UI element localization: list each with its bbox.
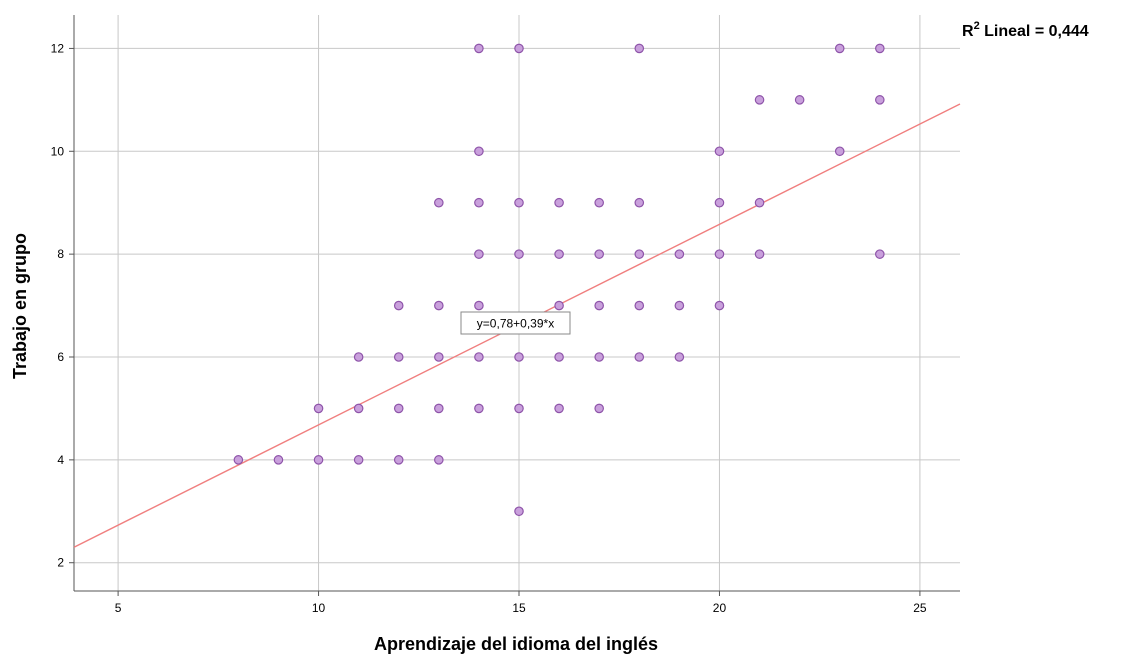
y-axis-title: Trabajo en grupo [10, 233, 30, 379]
data-point [714, 249, 725, 259]
data-point [594, 403, 604, 414]
data-point [594, 197, 604, 208]
data-point [514, 249, 524, 259]
data-point [353, 455, 364, 465]
data-point [474, 146, 484, 157]
data-point [393, 300, 404, 311]
data-point [875, 95, 885, 105]
data-point [714, 197, 725, 208]
data-point [754, 249, 765, 259]
data-point [834, 43, 845, 54]
data-point [514, 352, 524, 362]
data-point [634, 197, 645, 208]
data-point [474, 249, 484, 259]
y-tick-label: 2 [57, 556, 64, 570]
data-point [514, 506, 524, 517]
y-tick-label: 6 [57, 350, 64, 364]
data-point [875, 249, 885, 259]
data-point [434, 197, 444, 208]
data-point [434, 403, 444, 414]
tick-labels: 5 10 15 20 25 2 4 6 8 10 12 [51, 41, 927, 615]
data-point [875, 43, 885, 54]
data-point [714, 300, 725, 311]
data-point [514, 403, 524, 414]
data-point [634, 43, 645, 54]
equation-label-box: y=0,78+0,39*x [460, 311, 571, 335]
x-axis-title: Aprendizaje del idioma del inglés [374, 634, 658, 654]
data-point [434, 455, 444, 465]
data-point [554, 352, 564, 362]
data-point [554, 249, 564, 259]
data-point [674, 300, 685, 311]
data-point [634, 249, 645, 259]
data-point [233, 455, 244, 465]
y-tick-label: 12 [51, 41, 65, 55]
data-point [594, 249, 604, 259]
data-point [273, 455, 284, 465]
data-point [634, 352, 645, 362]
data-point [434, 300, 444, 311]
data-point [794, 95, 805, 105]
data-point [474, 43, 484, 54]
data-point [353, 403, 364, 414]
data-point [594, 300, 604, 311]
data-point [393, 403, 404, 414]
data-point [674, 352, 685, 362]
data-point [554, 403, 564, 414]
data-point [634, 300, 645, 311]
equation-label: y=0,78+0,39*x [477, 317, 554, 331]
data-point [554, 197, 564, 208]
data-point [674, 249, 685, 259]
data-point [754, 95, 765, 105]
r2-superscript: 2 [974, 20, 980, 32]
r2-suffix: Lineal = 0,444 [980, 23, 1089, 40]
y-tick-label: 4 [57, 453, 64, 467]
x-tick-label: 5 [115, 601, 122, 615]
data-point [474, 403, 484, 414]
data-point [554, 300, 564, 311]
x-tick-label: 25 [913, 601, 927, 615]
data-points [233, 43, 885, 517]
data-point [834, 146, 845, 157]
x-tick-label: 20 [713, 601, 727, 615]
data-point [754, 197, 765, 208]
data-point [313, 455, 324, 465]
data-point [714, 146, 725, 157]
data-point [353, 352, 364, 362]
y-tick-label: 8 [57, 247, 64, 261]
data-point [594, 352, 604, 362]
r2-label: R2 Lineal = 0,444 [962, 20, 1089, 40]
data-point [474, 197, 484, 208]
x-tick-label: 10 [312, 601, 326, 615]
r2-prefix: R [962, 23, 974, 40]
data-point [434, 352, 444, 362]
data-point [474, 352, 484, 362]
data-point [313, 403, 324, 414]
data-point [474, 300, 484, 311]
data-point [514, 43, 524, 54]
data-point [393, 352, 404, 362]
data-point [393, 455, 404, 465]
grid-lines [74, 15, 960, 591]
y-tick-label: 10 [51, 144, 65, 158]
x-tick-label: 15 [512, 601, 526, 615]
data-point [514, 197, 524, 208]
